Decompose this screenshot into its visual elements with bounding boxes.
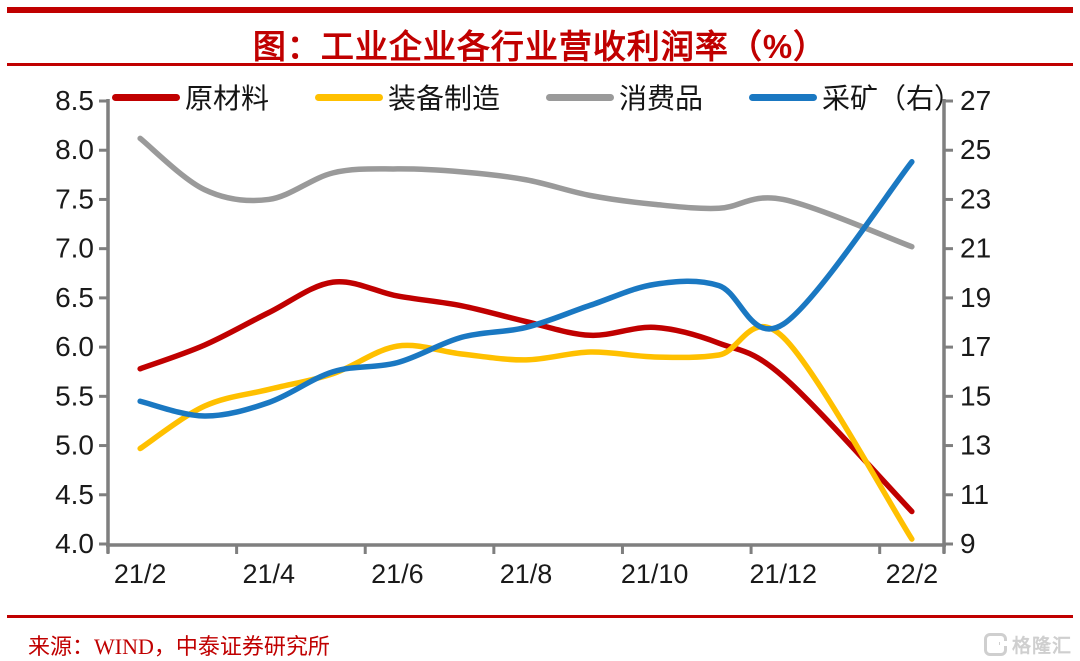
right-axis-tick-label: 19 xyxy=(960,282,991,313)
right-axis-tick-label: 9 xyxy=(960,528,976,559)
right-axis-tick-label: 15 xyxy=(960,380,991,411)
legend-label-raw-materials: 原材料 xyxy=(185,84,270,115)
left-axis-tick-label: 8.0 xyxy=(55,134,94,165)
left-axis-tick-label: 5.5 xyxy=(55,380,94,411)
left-axis-tick-label: 4.0 xyxy=(55,528,94,559)
top-accent-bar xyxy=(7,7,1073,13)
x-axis-tick-label: 21/4 xyxy=(242,559,295,589)
right-axis-tick-label: 13 xyxy=(960,430,991,461)
gelonghui-logo: 格隆汇 xyxy=(983,631,1072,658)
x-axis-tick-label: 21/2 xyxy=(114,559,167,589)
x-axis-tick-label: 21/6 xyxy=(371,559,424,589)
series-line-consumer-goods xyxy=(137,135,915,250)
right-axis-tick-label: 25 xyxy=(960,134,991,165)
legend-swatch-mining xyxy=(748,93,817,101)
gelonghui-g-icon xyxy=(983,633,1007,656)
left-axis-tick-label: 4.5 xyxy=(55,479,94,510)
left-axis-tick-label: 7.0 xyxy=(55,233,94,264)
chart-title: 图：工业企业各行业营收利润率（%） xyxy=(252,28,828,65)
right-axis-tick-label: 17 xyxy=(960,331,991,362)
x-axis-tick-label: 21/10 xyxy=(621,559,689,589)
right-axis-tick-label: 23 xyxy=(960,183,991,214)
left-axis-tick-label: 5.0 xyxy=(55,430,94,461)
legend-label-consumer-goods: 消费品 xyxy=(618,84,703,115)
gelonghui-logo-text: 格隆汇 xyxy=(1011,636,1072,657)
legend-item-raw-materials: 原材料 xyxy=(112,77,269,117)
legend-item-consumer-goods: 消费品 xyxy=(545,77,703,117)
x-axis-tick-label: 21/8 xyxy=(500,559,553,589)
left-axis-tick-label: 6.0 xyxy=(55,331,94,362)
series-line-mining xyxy=(137,159,915,419)
legend-swatch-consumer-goods xyxy=(545,93,614,101)
legend-item-mining: 采矿（右） xyxy=(748,77,962,117)
legend-item-equipment-manufacturing: 装备制造 xyxy=(314,77,500,117)
legend-label-mining: 采矿（右） xyxy=(821,84,962,115)
left-axis-tick-label: 8.5 xyxy=(55,85,94,116)
right-axis-tick-label: 11 xyxy=(960,479,989,510)
x-axis-tick-label: 22/2 xyxy=(886,559,939,589)
series-line-raw-materials xyxy=(137,279,915,515)
legend-swatch-equipment-manufacturing xyxy=(314,93,383,101)
footer-divider xyxy=(7,615,1073,618)
right-axis-tick-label: 21 xyxy=(960,233,991,264)
legend-swatch-raw-materials xyxy=(112,93,180,101)
right-axis-tick-label: 27 xyxy=(960,85,991,116)
series-line-equipment-manufacturing xyxy=(137,323,915,542)
title-divider xyxy=(7,63,1073,66)
left-axis-tick-label: 6.5 xyxy=(55,282,94,313)
chart-legend: 原材料 装备制造 消费品 采矿（右） xyxy=(112,79,962,115)
source-note: 来源：WIND，中泰证券研究所 xyxy=(28,634,330,659)
x-axis-tick-label: 21/12 xyxy=(749,559,817,589)
left-axis-tick-label: 7.5 xyxy=(55,183,94,214)
legend-label-equipment-manufacturing: 装备制造 xyxy=(387,84,500,115)
